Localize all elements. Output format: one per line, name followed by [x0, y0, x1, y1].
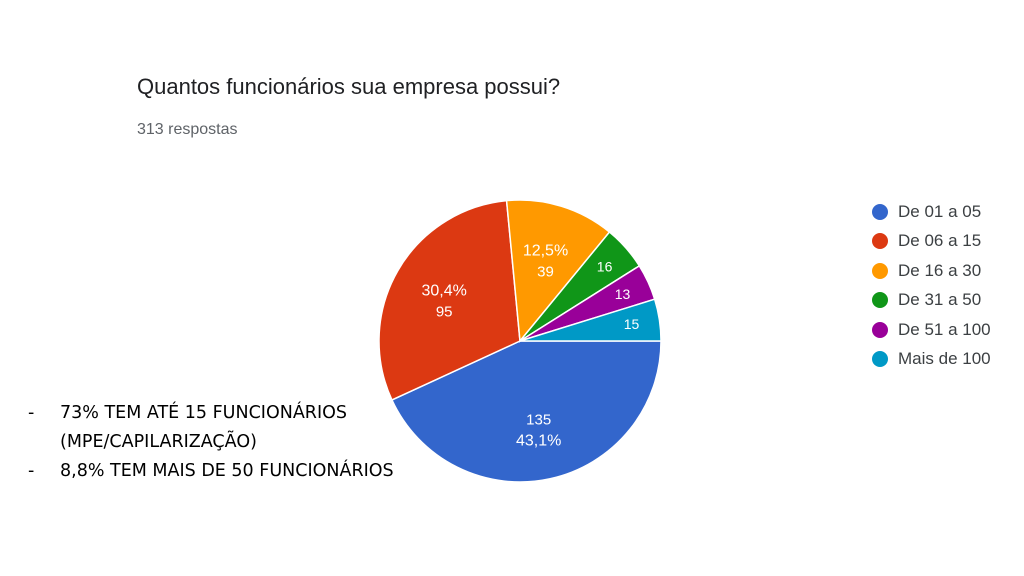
slice-value-label: 15 — [624, 316, 640, 332]
legend-label: De 31 a 50 — [898, 290, 982, 310]
notes-list: - 73% TEM ATÉ 15 FUNCIONÁRIOS (MPE/CAPIL… — [28, 399, 398, 486]
slice-value-label: 16 — [597, 258, 613, 274]
note-bullet: - — [28, 461, 35, 481]
legend-label: Mais de 100 — [898, 349, 991, 369]
slice-value-label: 135 — [526, 411, 551, 428]
legend-item: De 31 a 50 — [872, 286, 991, 316]
legend-label: De 16 a 30 — [898, 260, 982, 280]
pie-slice — [378, 199, 521, 401]
legend-item: De 16 a 30 — [872, 256, 991, 286]
note-text: 73% TEM ATÉ 15 FUNCIONÁRIOS (MPE/CAPILAR… — [60, 403, 348, 452]
note-bullet: - — [28, 403, 35, 423]
slice-value-label: 95 — [436, 303, 453, 320]
chart-legend: De 01 a 05 De 06 a 15 De 16 a 30 De 31 a… — [872, 197, 991, 374]
legend-swatch — [872, 321, 888, 338]
slice-percent-label: 12,5% — [523, 242, 568, 259]
legend-swatch — [872, 203, 888, 220]
legend-item: De 01 a 05 — [872, 197, 991, 227]
note-item: - 73% TEM ATÉ 15 FUNCIONÁRIOS (MPE/CAPIL… — [28, 399, 398, 457]
note-text: 8,8% TEM MAIS DE 50 FUNCIONÁRIOS — [60, 461, 394, 481]
legend-item: De 06 a 15 — [872, 227, 991, 257]
legend-item: Mais de 100 — [872, 345, 991, 375]
legend-swatch — [872, 292, 888, 309]
slice-value-label: 39 — [537, 263, 554, 280]
legend-label: De 51 a 100 — [898, 319, 991, 339]
legend-swatch — [872, 262, 888, 279]
chart-subtitle: 313 respostas — [137, 121, 238, 138]
note-item: - 8,8% TEM MAIS DE 50 FUNCIONÁRIOS — [28, 457, 398, 486]
pie-slice — [390, 340, 662, 483]
pie-slice — [519, 298, 662, 342]
legend-item: De 51 a 100 — [872, 315, 991, 345]
slice-percent-label: 30,4% — [422, 282, 467, 299]
legend-label: De 06 a 15 — [898, 231, 982, 251]
slice-percent-label: 43,1% — [516, 432, 561, 449]
pie-slice — [505, 199, 611, 343]
legend-swatch — [872, 233, 888, 250]
legend-swatch — [872, 351, 888, 368]
chart-title: Quantos funcionários sua empresa possui? — [137, 74, 561, 99]
slice-value-label: 13 — [615, 286, 631, 302]
legend-label: De 01 a 05 — [898, 201, 982, 221]
